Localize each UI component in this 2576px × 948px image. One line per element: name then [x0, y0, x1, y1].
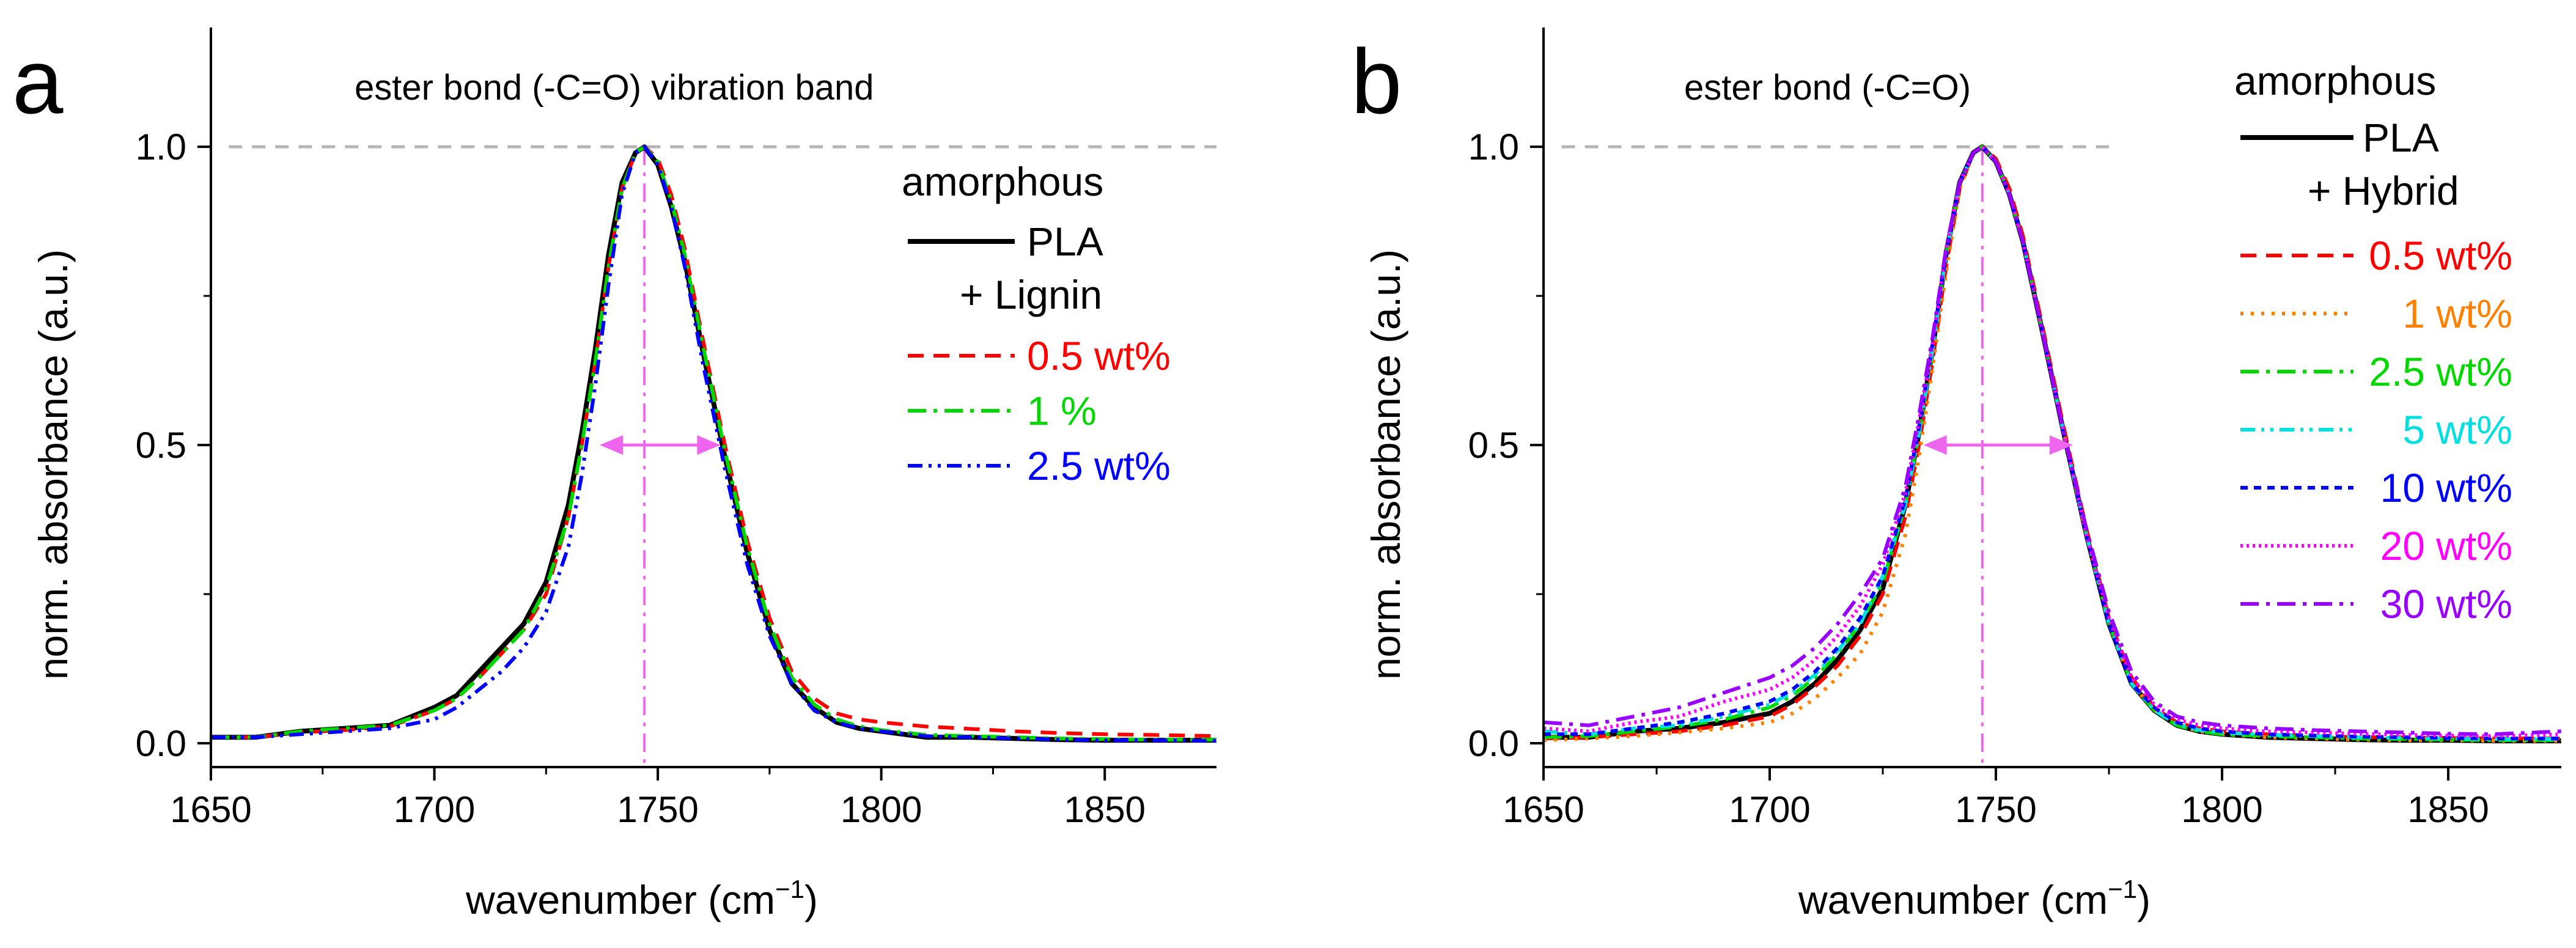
- annotation-b: ester bond (-C=O): [1684, 68, 1971, 108]
- legend-label: 2.5 wt%: [1027, 443, 1171, 488]
- series-line-1-wt-: [1544, 145, 2561, 743]
- plot-area-a: 1650 1700 1750 1800 1850 0.0 0.5 1.0: [136, 28, 1216, 830]
- svg-text:norm. absorbance (a.u.): norm. absorbance (a.u.): [1363, 249, 1408, 680]
- legend-b: amorphous PLA + Hybrid 0.5 wt% 1 wt% 2.5 w…: [2234, 58, 2512, 626]
- legend-label: 1 %: [1027, 388, 1097, 433]
- legend-a: amorphous PLA + Lignin 0.5 wt% 1 % 2.5 wt%: [902, 159, 1171, 488]
- y-tick-label: 0.5: [1468, 425, 1519, 466]
- y-tick-label: 1.0: [136, 127, 186, 167]
- x-tick-label: 1650: [170, 789, 251, 830]
- x-tick-label: 1650: [1503, 789, 1584, 830]
- legend-label: 30 wt%: [2380, 581, 2512, 626]
- panel-letter-b: b: [1351, 30, 1402, 133]
- y-tick-label: 0.0: [1468, 723, 1519, 764]
- y-tick-label: 1.0: [1468, 127, 1519, 167]
- legend-label-pla-a: PLA: [1027, 219, 1103, 264]
- legend-label: 5 wt%: [2402, 407, 2512, 452]
- legend-header-b: amorphous: [2234, 58, 2436, 103]
- x-tick-label: 1850: [2407, 789, 2489, 830]
- x-tick-label: 1750: [617, 789, 698, 830]
- legend-group-b: + Hybrid: [2308, 168, 2459, 213]
- x-tick-label: 1800: [2181, 789, 2262, 830]
- y-tick-label: 0.5: [136, 425, 186, 466]
- x-tick-label: 1700: [394, 789, 475, 830]
- legend-label-pla-b: PLA: [2363, 115, 2439, 160]
- y-axis-title-b: norm. absorbance (a.u.): [1363, 249, 1408, 680]
- x-axis-title-a: wavenumber (cm−1): [465, 875, 818, 922]
- y-axis-title-a: norm. absorbance (a.u.): [31, 249, 76, 680]
- x-tick-label: 1700: [1729, 789, 1810, 830]
- series-line-30-wt-: [1544, 145, 2561, 737]
- panel-a: a ester bond (-C=O) vibration band norm.…: [12, 28, 1216, 922]
- x-tick-label: 1750: [1955, 789, 2036, 830]
- x-axis-title-b: wavenumber (cm−1): [1798, 875, 2151, 922]
- series-line-0-5-wt-: [211, 145, 1216, 740]
- legend-label: 0.5 wt%: [1027, 333, 1171, 378]
- series-line-0-5-wt-: [1544, 145, 2561, 741]
- annotation-a: ester bond (-C=O) vibration band: [355, 68, 874, 108]
- x-tick-label: 1850: [1064, 789, 1145, 830]
- panel-b: b ester bond (-C=O) norm. absorbance (a.…: [1351, 28, 2561, 922]
- svg-text:norm. absorbance (a.u.): norm. absorbance (a.u.): [31, 249, 76, 680]
- legend-label: 20 wt%: [2380, 523, 2512, 568]
- fwhm-arrow: [1923, 435, 2073, 455]
- legend-header-a: amorphous: [902, 159, 1103, 204]
- fwhm-arrow: [600, 435, 721, 455]
- panel-letter-a: a: [12, 30, 64, 133]
- legend-label: 0.5 wt%: [2369, 233, 2512, 278]
- y-tick-label: 0.0: [136, 723, 186, 764]
- series-line-2-5-wt-: [211, 145, 1216, 743]
- x-tick-label: 1800: [841, 789, 922, 830]
- legend-label: 2.5 wt%: [2369, 349, 2512, 394]
- legend-label: 10 wt%: [2380, 465, 2512, 510]
- plot-area-b: 1650 1700 1750 1800 1850 0.0 0.5 1.0: [1468, 28, 2561, 830]
- legend-label: 1 wt%: [2402, 291, 2512, 336]
- legend-group-a: + Lignin: [960, 272, 1102, 317]
